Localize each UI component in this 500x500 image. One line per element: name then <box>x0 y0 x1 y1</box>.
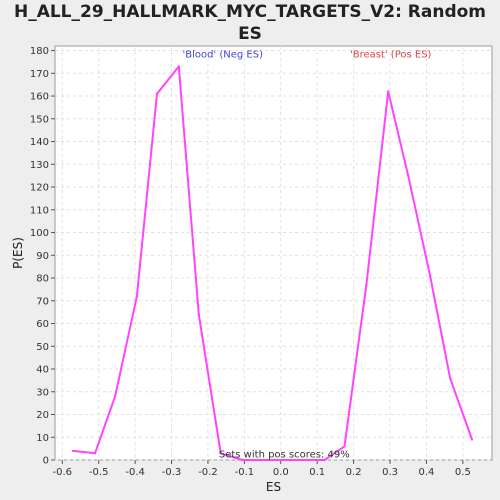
annotation-label: 'Blood' (Neg ES) <box>182 49 263 60</box>
data-point <box>470 438 474 441</box>
data-point <box>448 376 452 380</box>
y-tick-label: 100 <box>30 228 49 239</box>
y-tick-label: 120 <box>30 183 49 194</box>
x-tick-label: -0.4 <box>125 467 145 478</box>
x-tick-label: 0.5 <box>455 467 471 478</box>
y-tick-label: 110 <box>30 205 49 216</box>
x-tick-label: -0.6 <box>53 467 73 478</box>
y-tick-label: 130 <box>30 160 49 171</box>
data-point <box>135 295 139 298</box>
annotation-label: Sets with pos scores: 49% <box>219 450 350 461</box>
y-tick-label: 180 <box>30 46 49 57</box>
y-tick-label: 150 <box>30 114 49 125</box>
y-tick-label: 170 <box>30 69 49 80</box>
data-point <box>365 283 368 287</box>
x-tick-label: 0.4 <box>418 467 434 478</box>
x-tick-label: -0.1 <box>235 467 255 478</box>
x-tick-label: 0.2 <box>346 467 362 478</box>
annotations: 'Blood' (Neg ES) 'Breast' (Pos ES) Sets wi… <box>182 49 431 460</box>
y-tick-label: 20 <box>36 410 49 421</box>
y-tick-label: 70 <box>36 296 49 307</box>
data-point <box>323 458 326 462</box>
data-point <box>428 274 432 277</box>
data-point <box>93 451 97 455</box>
y-tick-label: 30 <box>36 387 49 398</box>
y-tick-label: 50 <box>36 342 49 353</box>
y-tick-label: 0 <box>43 456 49 467</box>
x-tick-label: -0.2 <box>198 467 218 478</box>
data-point <box>197 313 201 316</box>
x-tick-label: -0.5 <box>89 467 109 478</box>
x-axis-label: ES <box>266 480 281 494</box>
annotation-label: 'Breast' (Pos ES) <box>350 49 432 60</box>
y-tick-label: 80 <box>36 274 49 285</box>
x-tick-label: 0.1 <box>309 467 325 478</box>
data-point <box>177 65 181 68</box>
plot-area <box>54 45 493 461</box>
y-axis-label: P(ES) <box>11 237 25 269</box>
data-point <box>113 395 117 398</box>
y-tick-label: 90 <box>36 251 49 262</box>
y-tick-label: 10 <box>36 433 49 444</box>
data-point <box>343 445 346 448</box>
y-tick-label: 140 <box>30 137 49 148</box>
axes: -0.6 -0.5 -0.4 -0.3 -0.2 -0.1 0.0 0.1 0.2 0.3 0.4 0… <box>30 46 471 478</box>
data-point <box>155 92 159 95</box>
data-point <box>241 458 244 462</box>
y-tick-label: 60 <box>36 319 49 330</box>
x-tick-label: -0.3 <box>162 467 182 478</box>
x-tick-label: 0.3 <box>382 467 398 478</box>
data-point <box>72 449 75 453</box>
y-tick-label: 40 <box>36 365 49 376</box>
y-tick-label: 160 <box>30 92 49 103</box>
data-point <box>407 174 410 177</box>
data-point <box>219 451 222 455</box>
x-tick-label: 0.0 <box>273 467 289 478</box>
chart-title-line-1: H_ALL_29_HALLMARK_MYC_TARGETS_V2: Random… <box>13 2 487 44</box>
series-layer <box>72 65 474 462</box>
data-point <box>387 90 390 93</box>
